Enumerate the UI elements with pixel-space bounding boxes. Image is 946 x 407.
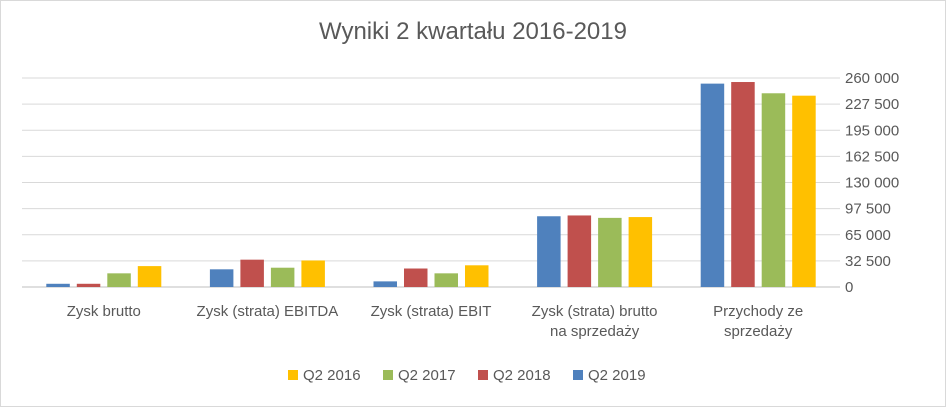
legend-label: Q2 2017 <box>398 367 456 384</box>
bar <box>731 82 755 288</box>
bar <box>46 283 70 287</box>
legend-label: Q2 2019 <box>588 367 646 384</box>
y-tick-label: 130 000 <box>845 175 899 192</box>
bar <box>240 259 264 287</box>
bar <box>107 273 131 287</box>
y-tick-label: 65 000 <box>845 227 891 244</box>
chart-title: Wyniki 2 kwartału 2016-2019 <box>319 18 627 45</box>
legend-label: Q2 2018 <box>493 367 551 384</box>
bar <box>404 268 428 287</box>
bar <box>209 269 234 287</box>
bar <box>137 266 162 287</box>
bar <box>700 83 725 287</box>
y-tick-label: 32 500 <box>845 253 891 270</box>
legend-swatch <box>288 370 298 380</box>
bar <box>567 215 592 287</box>
legend-swatch <box>573 370 583 380</box>
bar <box>761 93 786 288</box>
bar <box>537 216 561 287</box>
y-tick-label: 227 500 <box>845 96 899 113</box>
bar <box>373 281 397 287</box>
bar <box>628 217 653 287</box>
bar <box>301 260 325 287</box>
x-tick-label: Przychody ze <box>713 303 803 320</box>
legend-swatch <box>383 370 393 380</box>
y-tick-label: 260 000 <box>845 70 899 87</box>
x-tick-label: Zysk brutto <box>67 303 141 320</box>
legend-swatch <box>478 370 488 380</box>
x-tick-label: Zysk (strata) brutto <box>532 303 658 320</box>
x-tick-label: Zysk (strata) EBITDA <box>197 303 339 320</box>
bar <box>270 267 295 287</box>
bar <box>792 95 816 287</box>
y-tick-label: 97 500 <box>845 201 891 218</box>
y-tick-label: 0 <box>845 279 853 296</box>
bar <box>598 217 622 287</box>
y-tick-label: 162 500 <box>845 148 899 165</box>
y-tick-label: 195 000 <box>845 122 899 139</box>
x-tick-label: sprzedaży <box>724 323 793 340</box>
x-tick-label: na sprzedaży <box>550 323 640 340</box>
bar <box>76 283 101 287</box>
x-tick-label: Zysk (strata) EBIT <box>371 303 492 320</box>
bar <box>465 265 489 287</box>
legend-label: Q2 2016 <box>303 367 361 384</box>
bar <box>434 273 458 287</box>
